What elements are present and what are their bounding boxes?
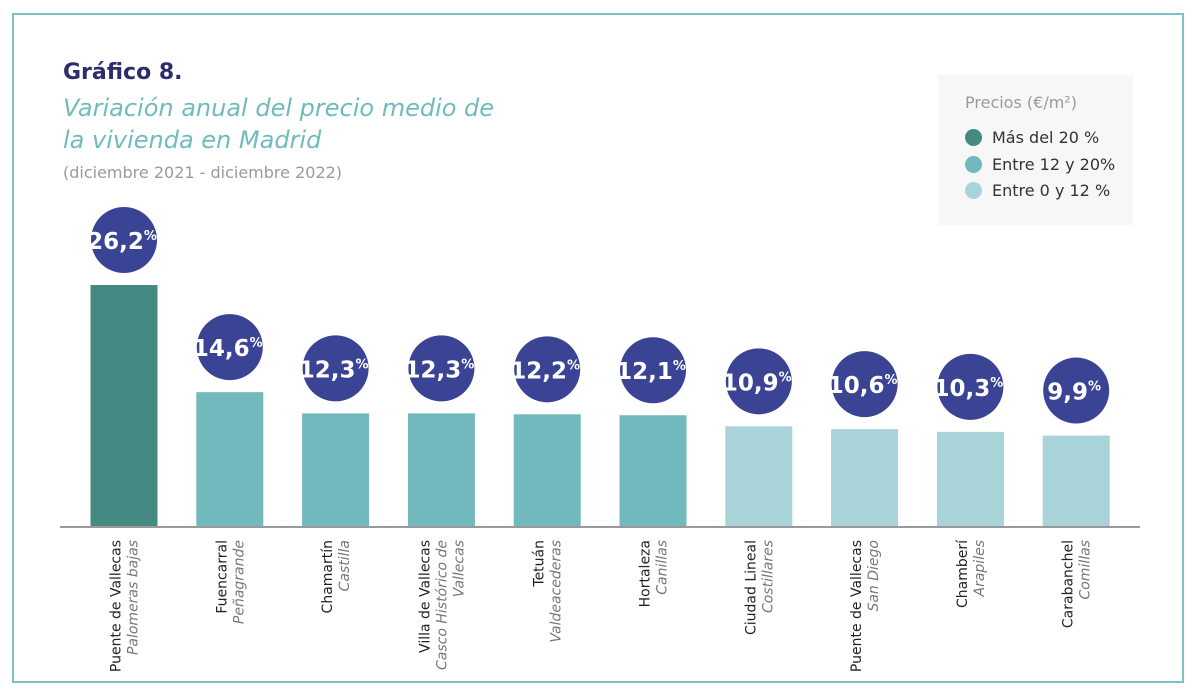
category-label: Villa de Vallecas Casco Histórico de Valle… [417,540,467,670]
neighborhood-label: Peñagrande [231,540,247,624]
chart-subtitle: (diciembre 2021 - diciembre 2022) [63,163,343,182]
bar [407,413,475,527]
category-label: Carabanchel Comillas [1061,540,1094,628]
neighborhood-label: Comillas [1078,540,1094,600]
category-label: Fuencarral Peñagrande [214,540,247,624]
value-bubble [937,353,1004,420]
value-bubble [831,351,898,418]
bar [196,392,264,527]
bar [619,415,687,527]
bar [831,429,899,527]
chart-heading: Gráfico 8. [63,60,183,85]
district-label: Fuencarral [214,540,230,614]
neighborhood-label: Palomeras bajas [126,540,142,655]
category-label: Tetuán Valdeacederas [532,540,565,643]
category-label: Puente de Vallecas San Diego [849,540,882,672]
district-label: Chamartín [320,540,336,613]
neighborhood-label: Canillas [655,540,671,595]
legend-title: Precios (€/m²) [965,93,1077,112]
district-label: Puente de Vallecas [109,540,125,672]
bar [302,413,370,527]
category-label: Puente de Vallecas Palomeras bajas [109,540,142,672]
chart-frame [12,13,1184,683]
category-label: Ciudad Lineal Costillares [743,540,776,635]
district-label: Tetuán [532,540,548,588]
neighborhood-label: Costillares [760,540,776,613]
legend-swatch [965,182,982,199]
neighborhood-label: Castilla [337,540,353,591]
legend-swatch [965,156,982,173]
value-bubble [91,207,157,273]
bar [936,431,1004,527]
district-label: Puente de Vallecas [849,540,865,672]
neighborhood-label: Arapiles [972,540,988,598]
value-bubble [725,348,792,415]
legend-swatch [965,129,982,146]
district-label: Carabanchel [1061,540,1077,628]
neighborhood-label: Casco Histórico de [434,540,450,670]
bar [90,285,158,527]
value-bubble [1043,357,1110,424]
bar [1042,435,1110,527]
chart-title: Variación anual del precio medio de la v… [63,94,495,154]
value-bubble [408,335,475,402]
district-label: Ciudad Lineal [743,540,759,635]
legend: Precios (€/m²) Más del 20 % Entre 12 y 2… [938,75,1133,225]
neighborhood-label: San Diego [866,540,882,612]
legend-item: Entre 0 y 12 % [965,181,1110,200]
legend-item: Más del 20 % [965,128,1099,147]
value-bubble [196,314,263,381]
district-label: Chamberí [955,539,971,608]
value-bubble [302,335,369,402]
value-bubble [620,337,686,404]
value-bubble [514,336,581,403]
category-label: Chamberí Arapiles [955,539,988,608]
neighborhood-label: Valdeacederas [549,540,565,643]
district-label: Villa de Vallecas [417,540,433,653]
legend-item: Entre 12 y 20% [965,155,1115,174]
district-label: Hortaleza [638,540,654,607]
bar [725,426,793,527]
category-label: Hortaleza Canillas [638,540,671,607]
neighborhood-label: Vallecas [451,540,467,597]
category-label: Chamartín Castilla [320,540,353,613]
bar [513,414,581,527]
